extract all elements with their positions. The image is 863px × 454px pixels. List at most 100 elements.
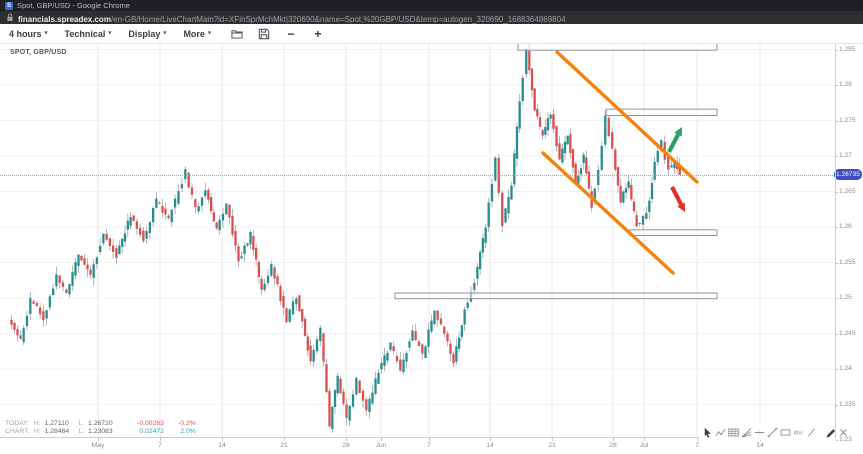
y-axis-label: 1.25 [839,294,852,301]
price-zone[interactable] [517,44,718,51]
technical-dropdown-label: Technical [64,28,106,39]
y-axis-tick [835,156,838,157]
today-label: TODAY: [5,420,30,427]
timeframe-dropdown[interactable]: 4 hours ▾ [9,29,48,39]
y-axis-tick [835,440,838,441]
chart-high-label: H: [33,428,41,435]
trendlines [541,50,699,275]
today-change-pct: -0.2% [178,420,196,427]
toolbar-icon-group: − + [230,27,325,41]
y-axis-tick [835,262,838,264]
x-axis-label: Jul [639,442,649,449]
price-zone[interactable] [605,108,718,117]
x-axis-tick [160,438,161,441]
y-axis-tick [835,369,838,370]
instrument-label: SPOT, GBP/USD [10,49,67,56]
up-arrow-annotation[interactable] [667,127,682,153]
url-path: /en-GB/Home/LiveChartMain?id=XFinSprMchM… [110,14,566,24]
today-high-label: H: [33,420,41,427]
browser-urlbar[interactable]: financials.spreadex.com/en-GB/Home/LiveC… [0,11,863,24]
trendline[interactable] [555,50,699,184]
chart-high-value: 1.28484 [44,428,70,435]
text-tool-icon[interactable]: Abc [793,426,804,439]
y-axis-label: 1.245 [839,329,856,337]
chart-stats-row: CHART: H: 1.28484 L: 1.23083 0.02472 2.0… [5,428,196,436]
x-axis-label: 14 [218,442,226,449]
rectangle-tool-icon[interactable] [780,426,791,439]
pointer-tool-icon[interactable] [702,426,713,439]
y-axis-tick [835,404,838,406]
price-zone[interactable] [394,292,718,300]
chevron-down-icon: ▾ [108,30,112,37]
zoom-in-icon[interactable]: + [314,26,322,41]
current-price-badge: 1.26735 [834,169,862,181]
spreadex-favicon: S [5,1,13,10]
x-axis-label: Jun [375,442,387,449]
x-axis-label: 14 [486,442,494,449]
price-axis-border [835,44,836,454]
chart-label: CHART: [5,428,30,435]
x-axis-tick [429,438,430,441]
chevron-down-icon: ▾ [163,30,167,37]
polyline-tool-icon[interactable] [715,426,726,439]
browser-titlebar: S Spot, GBP/USD - Google Chrome [0,0,863,11]
y-axis-tick [835,191,838,193]
close-tool-icon[interactable] [838,426,849,439]
trendline[interactable] [541,151,675,275]
current-price-line [0,174,835,176]
y-axis-tick [835,333,838,335]
y-axis-label: 1.23 [839,436,852,443]
x-axis-label: 7 [158,442,162,449]
open-folder-icon[interactable] [230,27,244,41]
down-arrow-annotation[interactable] [670,186,685,212]
drawing-tools-panel: Abc [700,424,847,440]
y-axis-tick [835,49,838,51]
x-axis-label: 28 [342,442,350,449]
horizontal-line-tool-icon[interactable] [754,426,765,439]
y-axis-label: 1.235 [839,400,856,408]
zoom-out-icon[interactable]: − [287,26,295,41]
y-axis-label: 1.27 [839,152,852,159]
today-change: -0.00263 [137,420,164,427]
chart-low-value: 1.23083 [88,428,113,435]
x-axis-tick [613,438,614,441]
trendline-tool-icon[interactable] [767,426,778,439]
time-axis[interactable]: May 7 14 21 28 Jun 7 14 21 28 Jul 7 14 [0,437,836,454]
chart-toolbar: 4 hours ▾ Technical ▾ Display ▾ More ▾ −… [0,24,863,44]
save-icon[interactable] [257,27,271,41]
ray-tool-icon[interactable] [806,426,817,439]
x-axis-tick [381,438,382,441]
x-axis-label: 21 [548,442,556,449]
x-axis-label: 7 [427,442,431,449]
url-domain: financials.spreadex.com [18,14,111,24]
price-zone[interactable] [629,229,718,237]
display-dropdown[interactable]: Display ▾ [128,29,166,39]
fan-tool-icon[interactable] [741,426,752,439]
more-dropdown-label: More [183,28,205,39]
x-axis-label: 28 [609,442,617,449]
grid-tool-icon[interactable] [728,426,739,439]
pen-tool-icon[interactable] [825,426,836,439]
lock-icon [7,13,13,21]
timeframe-dropdown-label: 4 hours [9,28,42,39]
today-low-value: 1.26720 [88,420,113,427]
x-axis-label: 7 [695,442,699,449]
ohlc-legend: TODAY: H: 1.27110 L: 1.26720 -0.00263 -0… [5,420,196,436]
today-high-value: 1.27110 [44,420,69,427]
x-axis-label: 21 [280,442,288,449]
gridlines [0,44,835,437]
candlestick-chart[interactable] [0,44,836,437]
more-dropdown[interactable]: More ▾ [183,29,211,39]
y-axis-label: 1.26 [839,223,852,230]
x-axis-label: May [91,442,105,449]
y-axis-label: 1.24 [839,365,852,372]
chart-low-label: L: [78,428,85,435]
window-title: Spot, GBP/USD - Google Chrome [17,1,130,10]
today-stats-row: TODAY: H: 1.27110 L: 1.26720 -0.00263 -0… [5,420,196,428]
svg-text:Abc: Abc [793,430,803,436]
url-text[interactable]: financials.spreadex.com/en-GB/Home/LiveC… [18,11,566,24]
display-dropdown-label: Display [128,28,161,39]
y-axis-tick [835,120,838,122]
technical-dropdown[interactable]: Technical ▾ [65,29,112,39]
